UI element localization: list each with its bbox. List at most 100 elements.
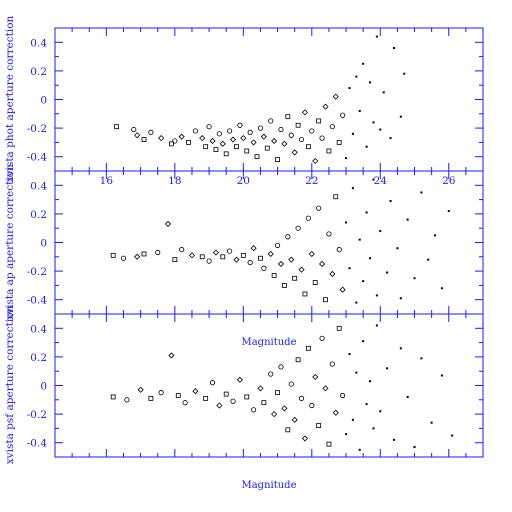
data-point [120,255,127,261]
data-point [275,390,280,396]
data-point [440,374,443,377]
data-point [322,103,329,110]
data-point [447,210,450,213]
data-point [362,340,365,343]
data-point [362,280,365,283]
data-point [227,128,233,134]
data-point [234,144,239,150]
data-point [355,75,358,78]
data-point [336,247,342,253]
data-point [175,393,181,398]
data-point [206,124,212,130]
data-point [124,397,130,403]
data-point [291,149,298,156]
y-tick-label: 0.2 [30,209,47,221]
data-point [227,248,233,254]
data-point [351,187,354,190]
data-point [110,394,116,400]
data-point [134,253,141,260]
data-point [281,405,288,412]
data-point [358,238,361,241]
panel-ap-ylabel: xvista ap aperture correction [4,164,16,320]
data-point [267,250,274,258]
data-point [250,407,257,413]
data-point [369,257,372,260]
data-point [213,147,219,152]
data-point [212,249,219,256]
panel-ap-ticks: 0.4 0.2 0 -0.2 -0.4 [27,170,484,315]
panel-phot-points [114,35,406,165]
data-point [316,205,322,211]
data-point [268,371,274,377]
x-tick-label: 16 [100,175,114,187]
data-point [186,139,191,145]
data-point [329,361,335,367]
y-tick-label: 0.4 [30,37,47,49]
data-point [305,345,311,351]
data-point [382,91,385,94]
data-point [413,277,416,280]
y-tick-label: -0.2 [27,123,47,135]
data-point [199,254,205,260]
data-point [365,403,368,406]
data-point [326,148,332,154]
data-point [271,411,278,418]
data-point [351,132,354,135]
data-point [406,395,409,398]
data-point [114,124,120,130]
data-point [434,234,437,237]
data-point [203,144,209,150]
data-point [206,258,212,264]
data-point [355,371,358,374]
data-point [168,352,175,359]
data-point [236,376,243,383]
data-point [389,137,392,140]
y-tick-label: 0.2 [30,352,47,364]
data-point [301,109,309,116]
data-point [440,287,443,290]
data-point [301,435,309,442]
data-point [209,380,216,386]
data-point [110,252,116,258]
data-point [308,250,315,258]
x-tick-label: 26 [442,175,456,187]
data-point [172,257,178,263]
data-point [345,157,348,160]
data-point [148,129,154,135]
data-point [372,178,375,181]
data-point [369,380,372,383]
data-point [379,128,382,131]
data-point [348,267,351,270]
data-point [277,260,285,268]
data-point [247,259,253,266]
data-point [345,221,348,224]
data-point [427,258,430,261]
data-point [375,35,378,38]
data-point [340,112,346,118]
data-point [375,324,378,327]
data-point [420,191,423,194]
data-point [358,109,361,112]
data-point [216,131,222,137]
data-point [291,416,298,423]
data-point [396,247,399,250]
panel-psf-frame [54,313,484,458]
y-tick-label: 0 [40,95,47,107]
data-point [345,433,348,436]
data-point [141,137,147,142]
data-point [271,272,277,278]
data-point [392,438,395,441]
data-point [179,247,185,253]
data-point [399,297,402,300]
data-point [362,62,365,65]
data-point [169,141,174,147]
data-point [216,402,223,409]
data-point [369,81,372,84]
data-point [399,115,402,118]
data-point [282,282,287,288]
data-point [244,394,250,400]
data-point [247,129,253,135]
data-point [322,385,329,392]
data-point [329,270,336,278]
